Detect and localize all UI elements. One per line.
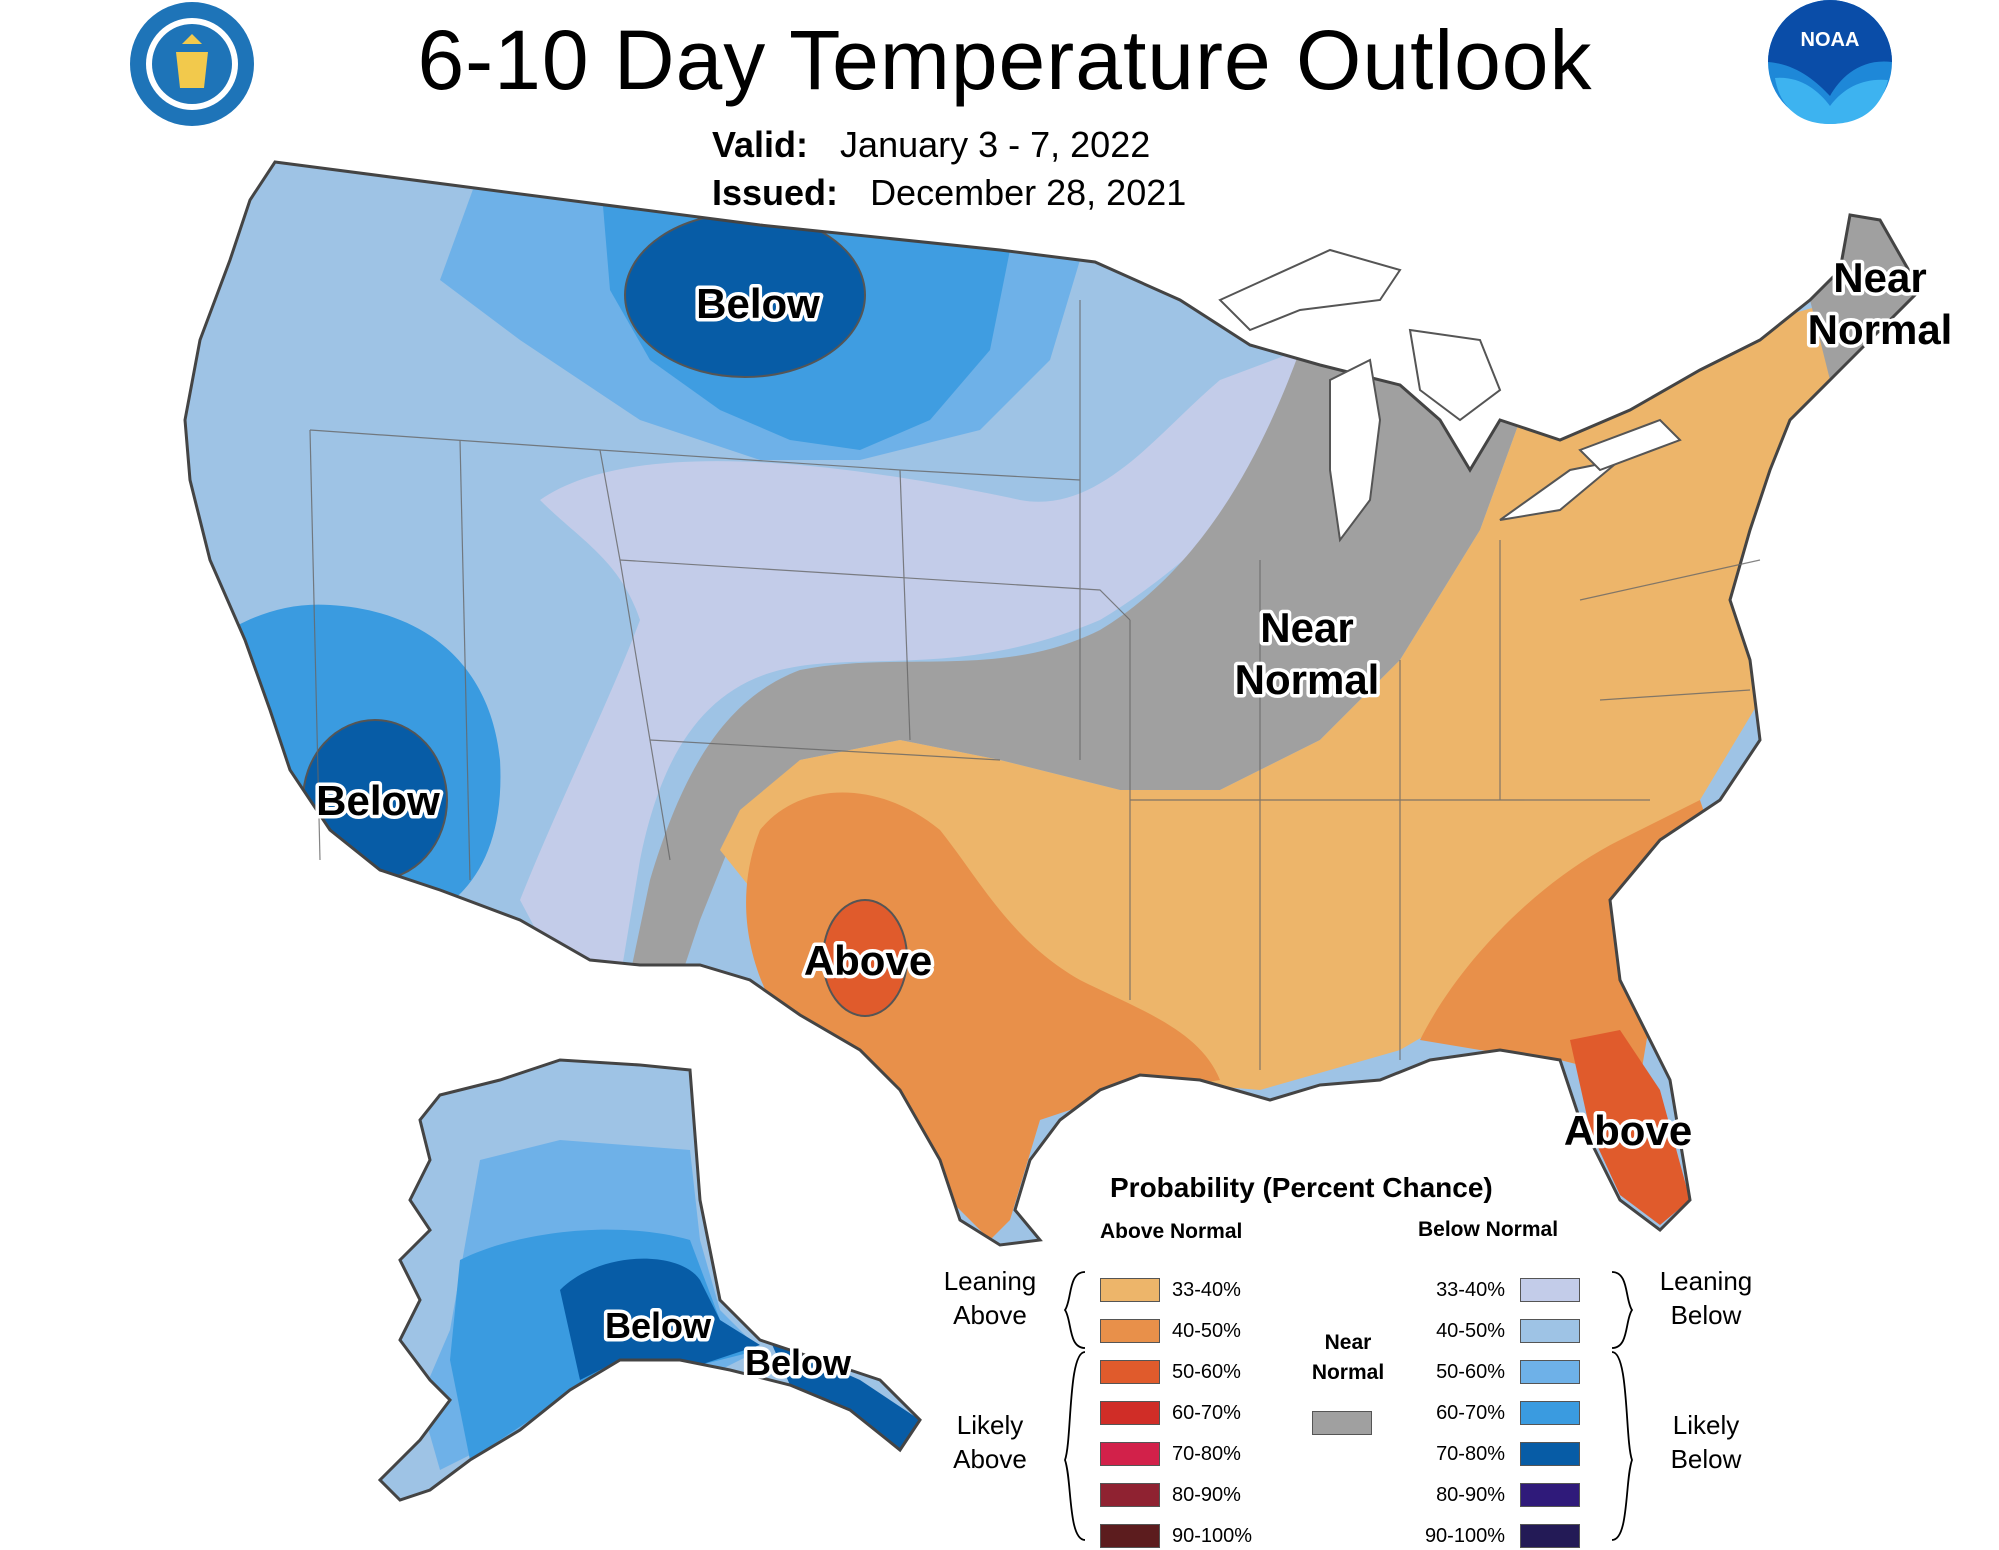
leaning-below-line1: Leaning: [1659, 1266, 1753, 1296]
bracket-leaning-below: [1611, 1271, 1634, 1349]
legend-leaning-above: Leaning Above: [920, 1264, 1060, 1332]
legend-above-label: 80-90%: [1172, 1484, 1241, 1506]
legend-below-label: 40-50%: [1436, 1320, 1505, 1342]
legend-below-header: Below Normal: [1418, 1218, 1559, 1241]
state-borders: [309, 300, 1761, 1070]
legend-above-swatch: [1100, 1524, 1160, 1548]
legend-below-swatch: [1520, 1401, 1580, 1425]
legend-below-swatch: [1520, 1278, 1580, 1302]
issued-label: Issued:: [712, 172, 839, 213]
valid-date: January 3 - 7, 2022: [840, 124, 1151, 165]
legend-below-label: 60-70%: [1436, 1402, 1505, 1424]
legend-leaning-below: Leaning Below: [1636, 1264, 1776, 1332]
label-california-below: Below: [316, 777, 440, 824]
label-panhandle-below: Below: [745, 1342, 852, 1383]
leaning-below-line2: Below: [1670, 1300, 1742, 1330]
legend-above-swatch: [1100, 1360, 1160, 1384]
alaska-outline: [377, 1058, 922, 1502]
conus-outline: [183, 160, 1922, 1247]
label-maine-near-line1: Near: [1833, 254, 1926, 301]
label-midwest-near-line1: Near: [1260, 604, 1353, 651]
legend-near-line1: Near: [1324, 1331, 1372, 1354]
likely-below-line1: Likely: [1672, 1410, 1740, 1440]
noaa-logo-icon: NOAA: [1768, 0, 1892, 124]
legend-near-line2: Normal: [1311, 1361, 1385, 1384]
bracket-likely-above: [1064, 1351, 1086, 1541]
legend-above-swatch: [1100, 1401, 1160, 1425]
legend-above-swatch: [1100, 1319, 1160, 1343]
legend-above-label: 50-60%: [1172, 1361, 1241, 1383]
legend-above-label: 40-50%: [1172, 1320, 1241, 1342]
label-texas-above: Above: [804, 937, 932, 984]
department-of-commerce-seal-icon: [130, 2, 254, 126]
label-florida-above: Above: [1564, 1107, 1692, 1154]
legend-above-label: 70-80%: [1172, 1443, 1241, 1465]
issued-row: Issued: December 28, 2021: [712, 172, 1186, 214]
bracket-leaning-above: [1063, 1271, 1086, 1349]
valid-label: Valid:: [712, 124, 809, 165]
legend-below-label: 70-80%: [1436, 1443, 1505, 1465]
leaning-above-line1: Leaning: [943, 1266, 1037, 1296]
legend-below-label: 50-60%: [1436, 1361, 1505, 1383]
likely-above-line2: Above: [953, 1444, 1027, 1474]
legend-above-swatch: [1100, 1483, 1160, 1507]
legend-above-label: 90-100%: [1172, 1525, 1253, 1547]
legend-below-label: 80-90%: [1436, 1484, 1505, 1506]
label-montana-below: Below: [696, 280, 820, 327]
valid-row: Valid: January 3 - 7, 2022: [712, 124, 1150, 166]
legend-likely-below: Likely Below: [1636, 1408, 1776, 1476]
legend-likely-above: Likely Above: [920, 1408, 1060, 1476]
label-midwest-near-line2: Normal: [1235, 656, 1380, 703]
legend-above-label: 33-40%: [1172, 1279, 1241, 1301]
legend-above-swatch: [1100, 1442, 1160, 1466]
great-lakes: [1218, 248, 1682, 543]
bracket-likely-below: [1611, 1351, 1633, 1541]
noaa-logo-text: NOAA: [1801, 29, 1860, 51]
likely-above-line1: Likely: [956, 1410, 1024, 1440]
page-title: 6-10 Day Temperature Outlook: [417, 13, 1593, 107]
legend-below-label: 90-100%: [1424, 1525, 1505, 1547]
label-alaska-below: Below: [605, 1305, 712, 1346]
likely-below-line2: Below: [1670, 1444, 1742, 1474]
legend-title: Probability (Percent Chance): [1110, 1172, 1493, 1203]
legend-below-swatch: [1520, 1360, 1580, 1384]
legend-below-swatch: [1520, 1442, 1580, 1466]
legend-near-normal-swatch: [1312, 1411, 1372, 1435]
legend-above-label: 60-70%: [1172, 1402, 1241, 1424]
label-maine-near-line2: Normal: [1808, 306, 1953, 353]
legend-below-label: 33-40%: [1436, 1279, 1505, 1301]
legend-above-swatch: [1100, 1278, 1160, 1302]
leaning-above-line2: Above: [953, 1300, 1027, 1330]
conus-outlook-shading: [185, 162, 1920, 1245]
legend-above-header: Above Normal: [1100, 1220, 1243, 1243]
legend-below-swatch: [1520, 1319, 1580, 1343]
issued-date: December 28, 2021: [870, 172, 1187, 213]
legend-below-swatch: [1520, 1483, 1580, 1507]
legend-near-normal-label: Near Normal: [1298, 1328, 1398, 1388]
